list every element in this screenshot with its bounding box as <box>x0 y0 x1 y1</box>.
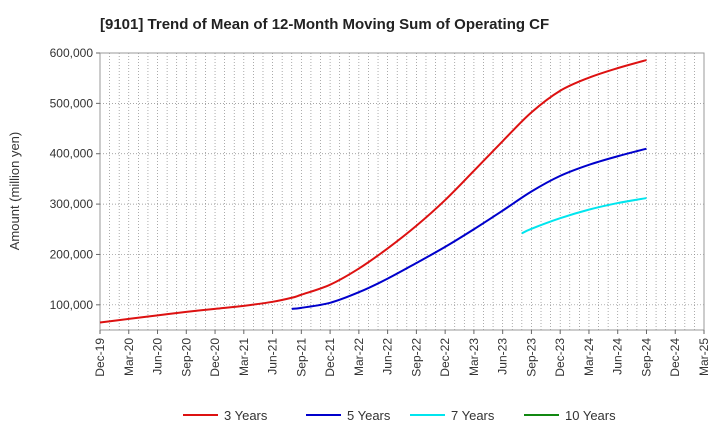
x-tick-label: Dec-19 <box>93 338 107 377</box>
x-tick-label: Jun-24 <box>611 338 625 375</box>
y-tick-label: 600,000 <box>50 46 94 60</box>
chart-title: [9101] Trend of Mean of 12-Month Moving … <box>100 16 549 33</box>
x-tick-label: Sep-20 <box>179 338 193 377</box>
x-tick-label: Dec-23 <box>553 338 567 377</box>
x-tick-label: Mar-22 <box>352 338 366 376</box>
legend-label-5-years: 5 Years <box>347 408 391 423</box>
y-axis-label: Amount (million yen) <box>7 132 22 251</box>
x-tick-label: Mar-23 <box>467 338 481 376</box>
series-line-3-years <box>99 59 647 324</box>
x-tick-label: Dec-20 <box>208 338 222 377</box>
legend-label-10-years: 10 Years <box>565 408 616 423</box>
y-tick-label: 100,000 <box>50 298 94 312</box>
x-tick-label: Jun-22 <box>381 338 395 375</box>
x-tick-label: Mar-25 <box>697 338 711 376</box>
x-tick-label: Sep-23 <box>524 338 538 377</box>
x-tick-label: Mar-20 <box>122 338 136 376</box>
legend-label-3-years: 3 Years <box>224 408 268 423</box>
x-tick-label: Mar-21 <box>237 338 251 376</box>
y-tick-label: 200,000 <box>50 247 94 261</box>
grid-lines <box>100 53 704 330</box>
x-tick-label: Jun-23 <box>496 338 510 375</box>
series-lines <box>99 59 647 324</box>
legend-label-7-years: 7 Years <box>451 408 495 423</box>
x-tick-label: Dec-22 <box>438 338 452 377</box>
legend: 3 Years 5 Years 7 Years 10 Years <box>183 408 616 423</box>
x-tick-label: Jun-20 <box>151 338 165 375</box>
x-tick-label: Dec-24 <box>668 338 682 377</box>
series-line-7-years <box>521 197 647 235</box>
plot-frame <box>99 52 705 331</box>
y-axis: 100,000 200,000 300,000 400,000 500,000 600,0… <box>50 46 100 312</box>
series-line-5-years <box>291 147 647 310</box>
x-tick-label: Dec-21 <box>323 338 337 377</box>
x-axis: Dec-19 Mar-20 Jun-20 Sep-20 Dec-20 Mar-21 Jun-… <box>93 330 711 377</box>
x-tick-label: Sep-21 <box>294 338 308 377</box>
y-tick-label: 500,000 <box>50 96 94 110</box>
x-tick-label: Sep-22 <box>409 338 423 377</box>
x-tick-label: Jun-21 <box>266 338 280 375</box>
y-tick-label: 400,000 <box>50 147 94 161</box>
y-tick-label: 300,000 <box>50 197 94 211</box>
x-tick-label: Mar-24 <box>582 338 596 376</box>
x-tick-label: Sep-24 <box>639 338 653 377</box>
